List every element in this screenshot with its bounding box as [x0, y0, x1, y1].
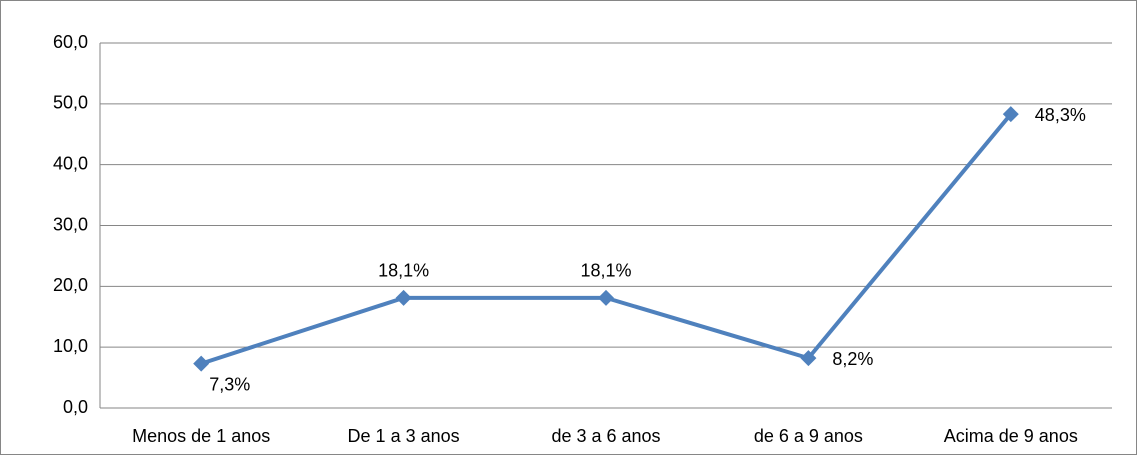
- x-tick-label: Acima de 9 anos: [944, 426, 1078, 446]
- x-tick-label: de 6 a 9 anos: [754, 426, 863, 446]
- data-label: 18,1%: [580, 261, 631, 281]
- marker: [395, 289, 412, 306]
- y-tick-label: 30,0: [53, 214, 88, 234]
- marker: [1002, 106, 1019, 123]
- data-label: 18,1%: [378, 261, 429, 281]
- marker: [598, 289, 614, 306]
- data-label: 48,3%: [1035, 105, 1086, 125]
- y-tick-label: 10,0: [53, 336, 88, 356]
- y-tick-label: 0,0: [63, 397, 88, 417]
- x-tick-label: Menos de 1 anos: [132, 426, 270, 446]
- y-tick-label: 40,0: [53, 153, 88, 173]
- y-tick-label: 60,0: [53, 32, 88, 52]
- data-label: 8,2%: [832, 349, 873, 369]
- marker: [800, 350, 817, 367]
- data-label: 7,3%: [209, 374, 250, 394]
- y-tick-label: 50,0: [53, 93, 88, 113]
- y-tick-label: 20,0: [53, 275, 88, 295]
- marker: [193, 355, 210, 372]
- x-tick-label: De 1 a 3 anos: [348, 426, 460, 446]
- x-tick-label: de 3 a 6 anos: [551, 426, 660, 446]
